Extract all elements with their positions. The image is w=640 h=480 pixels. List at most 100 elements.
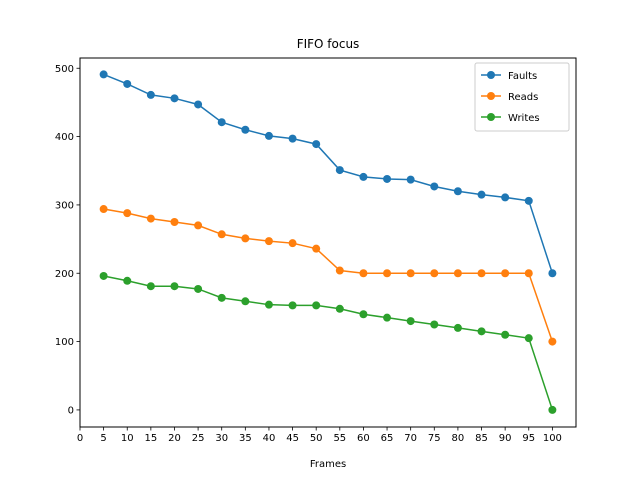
y-tick-label: 200	[55, 269, 74, 280]
legend-label-reads: Reads	[508, 92, 538, 103]
data-point-reads	[123, 209, 132, 218]
data-point-faults	[453, 187, 462, 196]
x-tick-label: 55	[333, 433, 346, 444]
data-point-writes	[241, 297, 250, 306]
data-point-writes	[383, 313, 392, 322]
data-point-reads	[335, 266, 344, 275]
plot-area	[99, 70, 557, 414]
x-tick-label: 90	[499, 433, 512, 444]
data-point-reads	[241, 234, 250, 243]
y-tick-label: 100	[55, 337, 74, 348]
data-point-faults	[170, 94, 179, 103]
data-point-faults	[524, 196, 533, 205]
legend-item-faults: Faults	[481, 71, 537, 82]
chart-title: FIFO focus	[297, 37, 360, 51]
data-point-faults	[146, 90, 155, 99]
plot-frame	[79, 57, 577, 428]
data-point-reads	[477, 269, 486, 278]
x-tick-label: 40	[263, 433, 276, 444]
data-point-faults	[312, 140, 321, 149]
data-point-reads	[217, 230, 226, 239]
legend-box	[474, 62, 570, 132]
x-tick-label: 60	[357, 433, 370, 444]
data-point-writes	[146, 282, 155, 291]
y-tick-label: 300	[55, 200, 74, 211]
legend-item-writes: Writes	[481, 113, 540, 124]
y-tick-label: 0	[68, 405, 74, 416]
data-point-reads	[288, 239, 297, 248]
data-point-writes	[501, 330, 510, 339]
y-tick-label: 500	[55, 64, 74, 75]
x-axis: 0 5 10 15 20 25 30 35 40 45 50 55 60 65 70 75 80 85 90 95 10…	[77, 427, 562, 444]
x-tick-label: 30	[215, 433, 228, 444]
x-tick-label: 80	[452, 433, 465, 444]
data-point-writes	[194, 284, 203, 293]
data-point-writes	[123, 276, 132, 285]
data-point-faults	[99, 70, 108, 79]
data-point-faults	[217, 118, 226, 127]
series-faults	[99, 70, 557, 278]
data-point-reads	[359, 269, 368, 278]
data-point-faults	[241, 125, 250, 134]
data-point-writes	[477, 327, 486, 336]
data-point-writes	[548, 405, 557, 414]
data-point-faults	[383, 174, 392, 183]
x-tick-label: 10	[121, 433, 134, 444]
legend-label-writes: Writes	[508, 113, 540, 124]
data-point-reads	[383, 269, 392, 278]
data-point-reads	[170, 218, 179, 226]
data-point-faults	[548, 269, 557, 278]
x-axis-label: Frames	[310, 459, 346, 470]
data-point-reads	[312, 244, 321, 253]
legend-marker-faults	[487, 71, 495, 79]
series-reads	[99, 205, 557, 346]
data-point-faults	[123, 79, 132, 88]
x-tick-label: 5	[100, 433, 106, 444]
x-tick-label: 85	[475, 433, 488, 444]
x-tick-label: 95	[522, 433, 535, 444]
legend-item-reads: Reads	[481, 92, 538, 103]
legend-marker-writes	[487, 113, 495, 121]
data-point-writes	[99, 271, 108, 280]
x-tick-label: 75	[428, 433, 441, 444]
data-point-reads	[453, 269, 462, 278]
data-point-writes	[264, 300, 273, 309]
y-axis: 0 100 200 300 400 500	[55, 64, 80, 416]
data-point-faults	[264, 131, 273, 140]
data-point-faults	[359, 172, 368, 181]
data-point-reads	[146, 214, 155, 223]
data-point-reads	[548, 337, 557, 346]
data-point-reads	[406, 269, 415, 278]
data-point-writes	[170, 282, 179, 291]
data-point-faults	[430, 182, 439, 191]
data-point-faults	[501, 193, 510, 202]
x-tick-label: 35	[239, 433, 252, 444]
data-point-writes	[312, 301, 321, 310]
data-point-reads	[99, 205, 108, 214]
x-tick-label: 25	[192, 433, 205, 444]
x-tick-label: 45	[286, 433, 299, 444]
x-tick-label: 70	[404, 433, 417, 444]
data-point-writes	[359, 310, 368, 319]
data-point-reads	[194, 221, 203, 230]
x-tick-label: 65	[381, 433, 394, 444]
data-point-faults	[194, 100, 203, 109]
data-point-writes	[217, 293, 226, 302]
legend: Faults Reads Writes	[474, 62, 570, 132]
x-tick-label: 0	[77, 433, 83, 444]
data-point-faults	[477, 190, 486, 199]
x-tick-label: 20	[168, 433, 181, 444]
data-point-faults	[335, 166, 344, 175]
legend-label-faults: Faults	[508, 71, 537, 82]
series-writes	[99, 271, 557, 414]
data-point-writes	[335, 304, 344, 313]
x-tick-label: 50	[310, 433, 323, 444]
data-point-faults	[406, 175, 415, 184]
y-tick-label: 400	[55, 132, 74, 143]
legend-marker-reads	[487, 92, 495, 100]
data-point-faults	[288, 134, 297, 143]
x-tick-label: 15	[144, 433, 157, 444]
data-point-reads	[524, 269, 533, 278]
data-point-reads	[501, 269, 510, 278]
